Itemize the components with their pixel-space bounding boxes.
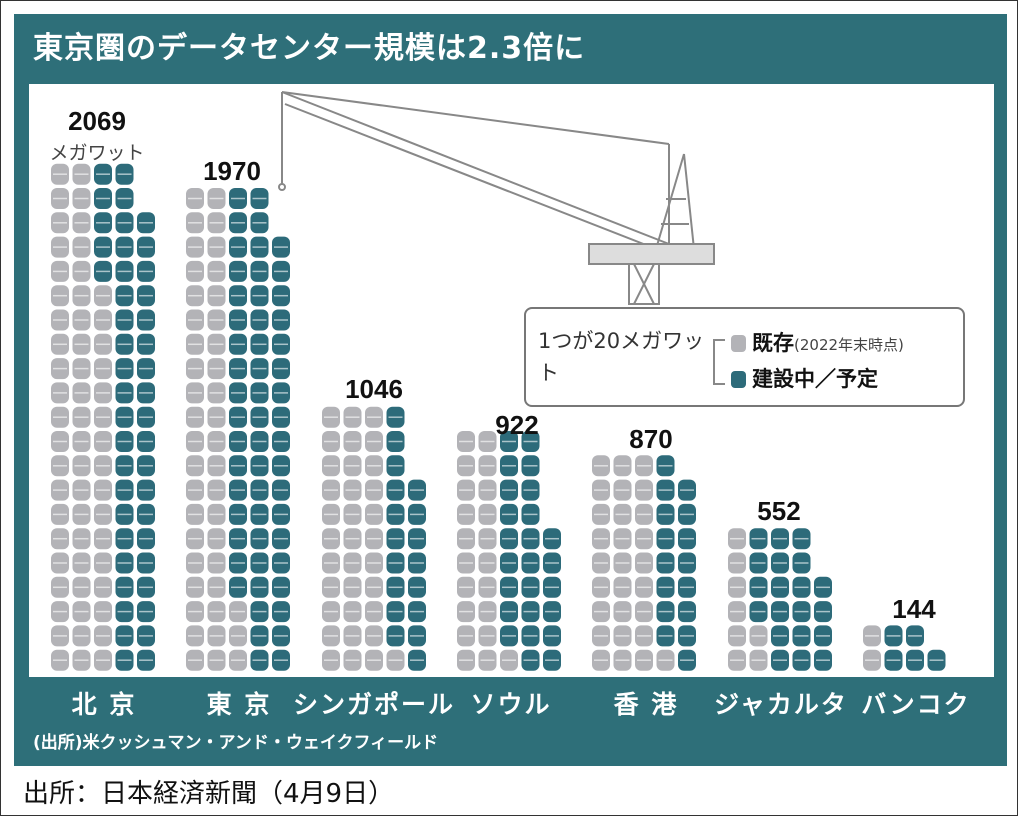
legend-unit-text: 1つが20メガワット xyxy=(538,329,705,385)
total-label: 1970 xyxy=(203,156,261,186)
total-label: 144 xyxy=(892,594,936,624)
legend-bracket xyxy=(713,339,725,385)
legend: 1つが20メガワット 既存(2022年末時点) 建設中／予定 xyxy=(524,307,965,407)
source-note: (出所)米クッシュマン・アンド・ウェイクフィールド xyxy=(33,733,439,753)
category-label: 北 京 xyxy=(71,690,137,719)
category-label: 香 港 xyxy=(613,690,679,719)
pictogram-chart xyxy=(51,91,946,671)
unit-label: メガワット xyxy=(49,142,145,164)
total-label: 1046 xyxy=(345,374,403,404)
category-label: バンコク xyxy=(861,690,971,719)
footer-citation: 出所：日本経済新聞（4月9日） xyxy=(23,779,395,809)
category-label: 東 京 xyxy=(206,690,272,719)
total-label: 870 xyxy=(629,424,673,454)
plot-area: 1つが20メガワット 既存(2022年末時点) 建設中／予定 2069 メガワッ… xyxy=(29,84,994,677)
category-label: ジャカルタ xyxy=(714,690,848,719)
legend-existing-note: (2022年末時点) xyxy=(794,336,904,354)
legend-planned-label: 建設中／予定 xyxy=(752,367,878,391)
total-label: 2069 xyxy=(68,106,126,136)
category-label: ソウル xyxy=(470,690,552,719)
existing-swatch-icon xyxy=(731,335,746,352)
legend-existing: 既存(2022年末時点) xyxy=(731,327,904,357)
crane-icon xyxy=(278,91,715,305)
total-label: 922 xyxy=(495,410,539,440)
total-label: 552 xyxy=(757,496,801,526)
legend-planned: 建設中／予定 xyxy=(731,363,878,393)
legend-existing-label: 既存 xyxy=(752,331,794,355)
planned-swatch-icon xyxy=(731,371,746,388)
chart-title: 東京圏のデータセンター規模は2.3倍に xyxy=(33,31,586,66)
category-label: シンガポール xyxy=(292,690,456,719)
bar-columns xyxy=(51,163,946,671)
